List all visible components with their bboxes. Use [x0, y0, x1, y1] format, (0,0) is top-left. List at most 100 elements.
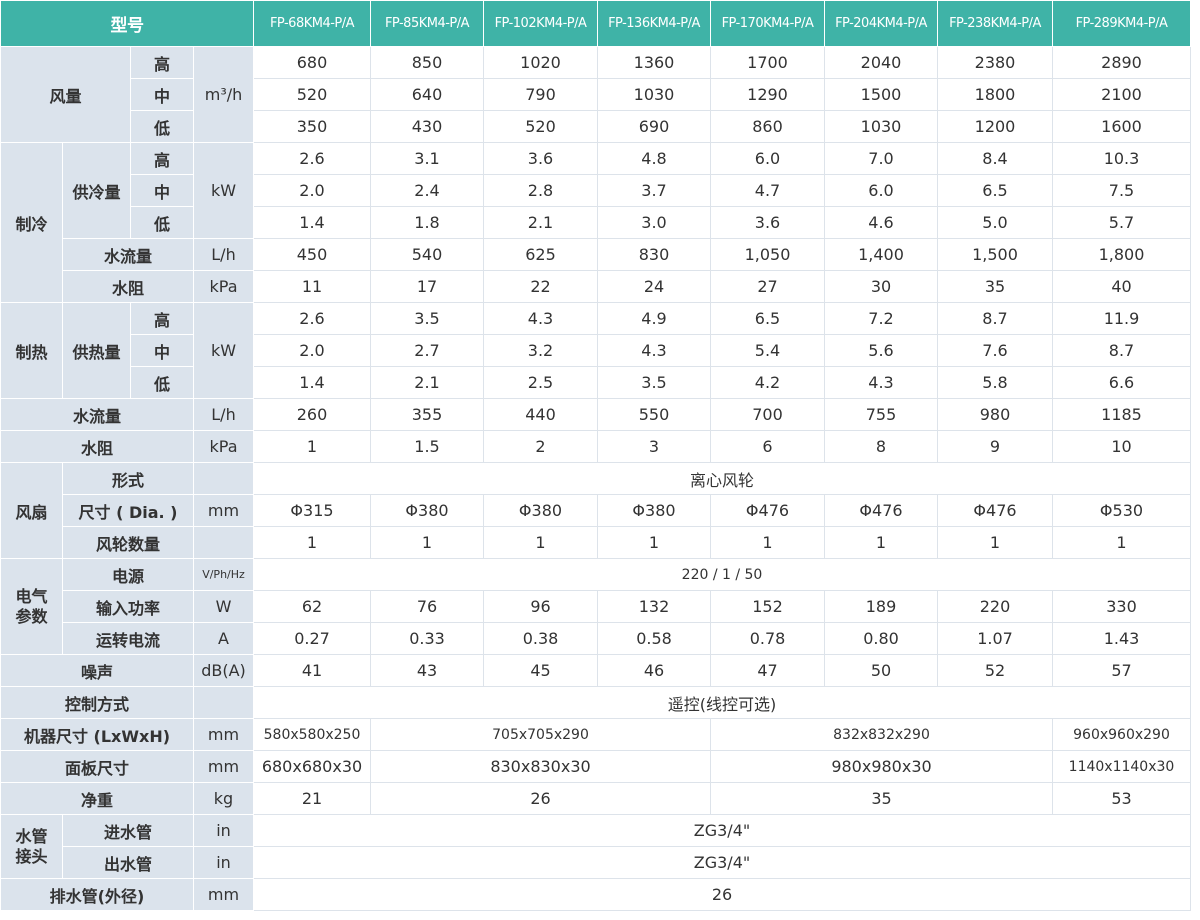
value-cell: 47	[710, 654, 825, 687]
value-cell: 8.7	[1052, 334, 1191, 367]
header-cell: FP-289KM4-P/A	[1052, 0, 1191, 47]
value-cell: 1,500	[937, 238, 1053, 271]
label-cell: 形式	[62, 462, 194, 495]
value-cell: 4.9	[597, 302, 711, 335]
header-cell: FP-136KM4-P/A	[597, 0, 711, 47]
value-cell: 189	[824, 590, 938, 623]
value-cell: 1030	[597, 78, 711, 111]
label-cell: 运转电流	[62, 622, 194, 655]
value-cell: Φ476	[710, 494, 825, 527]
value-cell: 4.3	[824, 366, 938, 399]
value-cell: 26	[253, 878, 1191, 911]
value-cell: 850	[370, 46, 484, 79]
value-cell: 700	[710, 398, 825, 431]
value-cell: 11	[253, 270, 371, 303]
header-cell: FP-102KM4-P/A	[483, 0, 598, 47]
table-row: 水阻 kPa 11 17 22 24 27 30 35 40	[1, 270, 1191, 303]
unit-cell: L/h	[193, 398, 254, 431]
label-cell: 高	[130, 302, 194, 335]
value-cell: 17	[370, 270, 484, 303]
value-cell: 1700	[710, 46, 825, 79]
value-cell: 8.4	[937, 142, 1053, 175]
value-cell: Φ380	[370, 494, 484, 527]
value-cell: Φ380	[597, 494, 711, 527]
value-cell: 1.8	[370, 206, 484, 239]
value-cell: 1	[370, 526, 484, 559]
table-row: 排水管(外径) mm 26	[0, 878, 1191, 911]
value-cell: 1.4	[253, 206, 371, 239]
value-cell: 1.07	[937, 622, 1053, 655]
unit-cell: dB(A)	[193, 654, 254, 687]
label-cell: 风量	[0, 46, 131, 143]
value-cell: 2.1	[483, 206, 598, 239]
value-cell: 50	[824, 654, 938, 687]
value-cell: 260	[253, 398, 371, 431]
value-cell: 1	[597, 526, 711, 559]
value-cell: 5.0	[937, 206, 1053, 239]
unit-cell: A	[193, 622, 254, 655]
value-cell: 1185	[1052, 398, 1191, 431]
label-cell: 中	[130, 174, 194, 207]
table-row: 水流量 L/h 260 355 440 550 700 755 980 1185	[0, 398, 1191, 431]
value-cell: 1800	[937, 78, 1053, 111]
value-cell: 5.6	[824, 334, 938, 367]
label-cell: 高	[130, 46, 194, 79]
value-cell: 2.5	[483, 366, 598, 399]
value-cell: 1	[253, 430, 371, 463]
unit-cell: in	[193, 846, 254, 879]
value-cell: 11.9	[1052, 302, 1191, 335]
value-cell: 2100	[1052, 78, 1191, 111]
value-cell: 520	[253, 78, 371, 111]
value-cell: 755	[824, 398, 938, 431]
value-cell: 520	[483, 110, 598, 143]
table-row: 低 1.4 2.1 2.5 3.5 4.2 4.3 5.8 6.6	[1, 366, 1191, 399]
unit-cell: kg	[193, 782, 254, 815]
unit-cell: m³/h	[193, 46, 254, 143]
value-cell: 1	[824, 526, 938, 559]
table-row: 风扇 形式 离心风轮	[0, 462, 1191, 559]
label-cell: 进水管	[62, 814, 194, 847]
value-cell: 2890	[1052, 46, 1191, 79]
value-cell: 680	[253, 46, 371, 79]
label-cell: 水阻	[0, 430, 194, 463]
value-cell: 3.6	[483, 142, 598, 175]
value-cell: 9	[937, 430, 1053, 463]
value-cell: 152	[710, 590, 825, 623]
table-row: 电气参数 电源 V/Ph/Hz 220 / 1 / 50	[0, 558, 1191, 655]
header-cell: FP-85KM4-P/A	[370, 0, 484, 47]
value-cell: 6.0	[710, 142, 825, 175]
value-cell: 3.7	[597, 174, 711, 207]
value-cell: 0.78	[710, 622, 825, 655]
value-cell: 7.2	[824, 302, 938, 335]
table-row: 尺寸 ( Dia. ) mm Φ315 Φ380 Φ380 Φ380 Φ476 Φ476 Φ47…	[1, 494, 1191, 527]
value-cell: Φ476	[824, 494, 938, 527]
table-row: 风轮数量 1 1 1 1 1 1 1 1	[1, 526, 1191, 559]
value-cell: 830x830x30	[370, 750, 711, 783]
value-cell: 离心风轮	[253, 462, 1191, 495]
value-cell: 2.8	[483, 174, 598, 207]
table-row: 风量高 m³/h 680 850 1020 1360 1700 2040 2380 2890	[0, 46, 1191, 143]
value-cell: 1.43	[1052, 622, 1191, 655]
value-cell: 3.6	[710, 206, 825, 239]
value-cell: 5.8	[937, 366, 1053, 399]
value-cell: 440	[483, 398, 598, 431]
value-cell: 6.5	[710, 302, 825, 335]
label-cell	[193, 526, 254, 559]
table-row: 中 2.0 2.4 2.8 3.7 4.7 6.0 6.5 7.5	[1, 174, 1191, 207]
value-cell: 62	[253, 590, 371, 623]
value-cell: 1140x1140x30	[1052, 750, 1191, 783]
value-cell: 830	[597, 238, 711, 271]
value-cell: 0.80	[824, 622, 938, 655]
unit-cell: V/Ph/Hz	[193, 558, 254, 591]
label-cell: 供热量	[62, 302, 131, 399]
value-cell: 960x960x290	[1052, 718, 1191, 751]
value-cell: 24	[597, 270, 711, 303]
label-cell: 水管接头	[0, 814, 63, 879]
value-cell: 45	[483, 654, 598, 687]
value-cell: 1500	[824, 78, 938, 111]
value-cell: 3.1	[370, 142, 484, 175]
label-cell: 水流量	[0, 398, 194, 431]
value-cell: 2.0	[253, 334, 371, 367]
value-cell: 1360	[597, 46, 711, 79]
table-row: 中 2.0 2.7 3.2 4.3 5.4 5.6 7.6 8.7	[1, 334, 1191, 367]
